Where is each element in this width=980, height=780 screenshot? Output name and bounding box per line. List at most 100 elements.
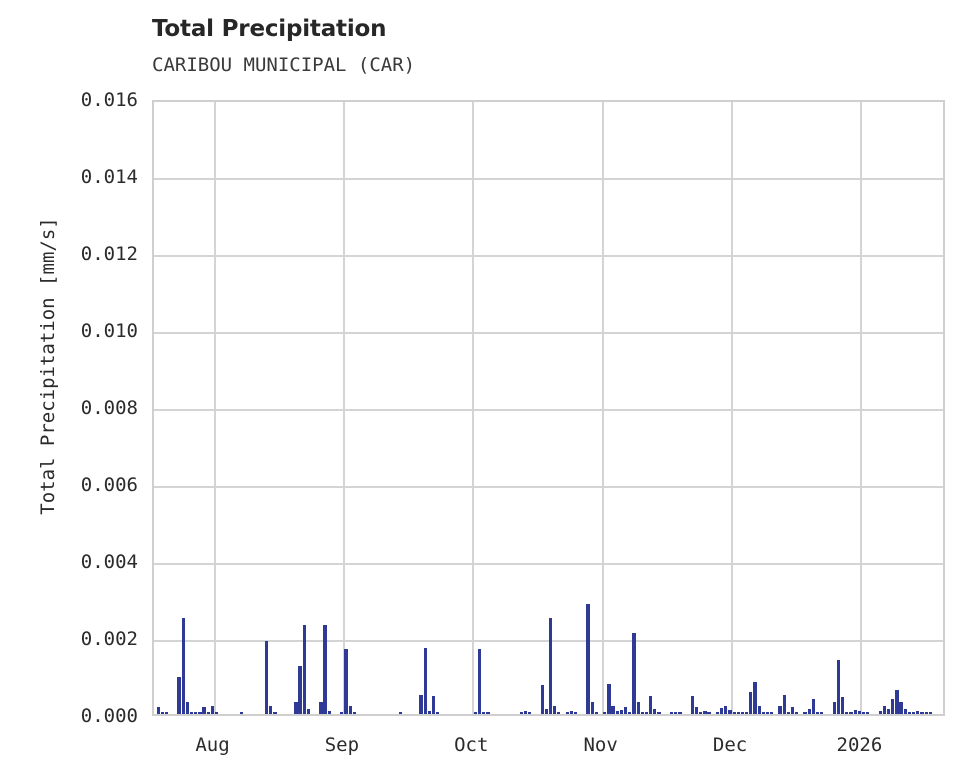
bar [240,712,244,714]
bar [436,712,440,714]
bar [832,702,836,714]
bar [845,712,849,714]
bar [719,708,724,714]
bar [590,701,594,714]
bar [653,709,657,714]
bar [749,691,753,714]
bar [615,710,619,714]
y-tick-label: 0.002 [80,628,138,650]
y-tick-label: 0.012 [80,243,138,265]
y-tick-label: 0.014 [80,166,138,188]
bar [790,707,795,714]
x-tick-label: Dec [712,734,748,756]
bar [765,711,770,714]
bar [782,694,786,714]
bar [916,710,920,714]
bar [194,712,198,714]
bar [594,712,599,714]
bar [519,711,523,714]
bar [586,604,590,714]
bar [857,710,861,714]
gridline-vertical [731,102,734,714]
bar [569,710,573,714]
bar [611,706,615,714]
bar [340,712,344,714]
x-tick-label: Nov [583,734,618,756]
chart-title: Total Precipitation [152,16,387,42]
bar [778,706,782,714]
bar [786,711,791,714]
bar [853,710,857,714]
y-tick-label: 0.010 [80,320,138,342]
bar [699,712,703,714]
bar [348,706,352,714]
bar [924,712,928,714]
bar [757,705,761,714]
bar [273,712,277,714]
plot-area [152,100,945,716]
bar [623,707,628,714]
bar [861,712,866,714]
bar [886,708,891,714]
bar [803,712,807,714]
bar [740,712,745,714]
bar [294,702,298,714]
bar [628,711,632,714]
bar [573,712,578,714]
bar [607,683,611,714]
bar [895,690,899,714]
bar [319,702,323,714]
bar [911,712,916,714]
bar [732,711,736,714]
bar [632,633,636,714]
gridline-vertical [601,102,604,714]
bar [841,696,845,714]
x-tick-label: Aug [195,734,230,756]
bar [820,712,824,714]
bar [736,712,740,714]
gridline-vertical [860,102,863,714]
bar [352,712,356,714]
bar [678,712,682,714]
gridline-horizontal [154,409,943,411]
bar [177,677,181,714]
bar [878,710,882,714]
bar [903,709,907,714]
bar [486,712,490,714]
bar [707,712,711,714]
gridline-horizontal [154,640,943,642]
bar [619,710,624,714]
bar [544,709,548,714]
bar [523,710,528,714]
gridline-vertical [342,102,345,714]
bar-series [154,102,943,714]
gridline-horizontal [154,332,943,334]
bar [156,707,160,714]
bar [745,712,749,714]
bar [807,708,811,714]
y-tick-label: 0.006 [80,474,138,496]
bar [669,712,674,714]
bar [882,706,887,714]
bar [866,712,870,714]
x-tick-label: Sep [324,734,360,756]
bar [482,712,486,714]
bar [657,712,661,714]
bar [724,706,728,714]
bar [636,701,640,714]
bar [419,694,423,714]
bar [815,712,820,714]
bar [206,712,210,714]
bar [849,712,853,714]
bar [432,696,436,714]
bar [899,702,903,714]
bar [703,710,707,714]
gridline-horizontal [154,178,943,180]
bar [473,712,477,714]
bar [198,712,202,714]
x-tick-label: 2026 [836,734,883,756]
bar [269,705,273,714]
bar [427,710,432,714]
y-tick-label: 0.008 [80,397,138,419]
